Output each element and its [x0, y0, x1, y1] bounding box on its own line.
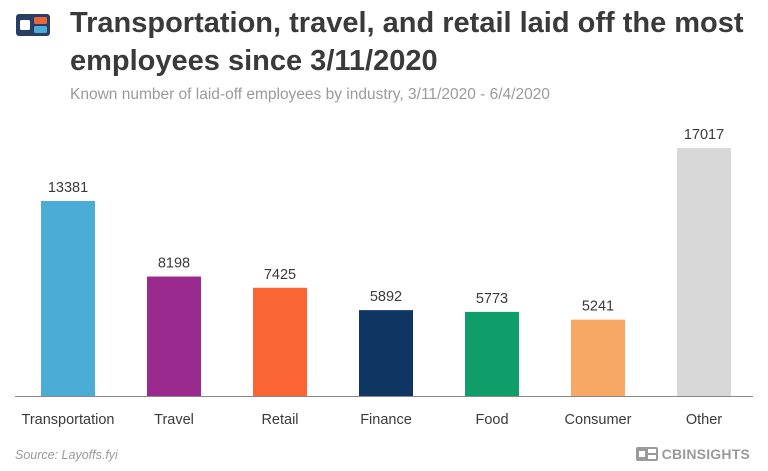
data-label-transportation: 13381: [48, 180, 88, 196]
tick-label-retail: Retail: [261, 412, 298, 428]
tick-label-finance: Finance: [360, 412, 412, 428]
cbinsights-logo-icon: [16, 14, 50, 36]
chart-subtitle: Known number of laid-off employees by in…: [70, 86, 550, 103]
data-label-consumer: 5241: [582, 299, 614, 315]
data-label-travel: 8198: [158, 256, 190, 272]
tick-label-travel: Travel: [154, 412, 194, 428]
data-label-other: 17017: [684, 127, 724, 143]
cbinsights-brand: CBINSIGHTS: [635, 446, 750, 462]
tick-label-transportation: Transportation: [22, 412, 115, 428]
source-note: Source: Layoffs.fyi: [15, 448, 118, 462]
tick-label-consumer: Consumer: [565, 412, 632, 428]
bar-transportation: [41, 200, 95, 396]
tick-label-other: Other: [686, 412, 722, 428]
bar-travel: [147, 276, 201, 396]
bar-finance: [359, 310, 413, 396]
data-label-retail: 7425: [264, 267, 296, 283]
bar-food: [465, 311, 519, 396]
bar-other: [677, 148, 731, 396]
data-label-food: 5773: [476, 291, 508, 307]
brand-label: CBINSIGHTS: [661, 446, 750, 462]
bar-retail: [253, 287, 307, 396]
tick-label-food: Food: [475, 412, 508, 428]
bar-consumer: [571, 319, 625, 396]
chart-title: Transportation, travel, and retail laid …: [70, 7, 744, 77]
data-label-finance: 5892: [370, 289, 402, 305]
brand-mark-icon: [635, 447, 658, 461]
